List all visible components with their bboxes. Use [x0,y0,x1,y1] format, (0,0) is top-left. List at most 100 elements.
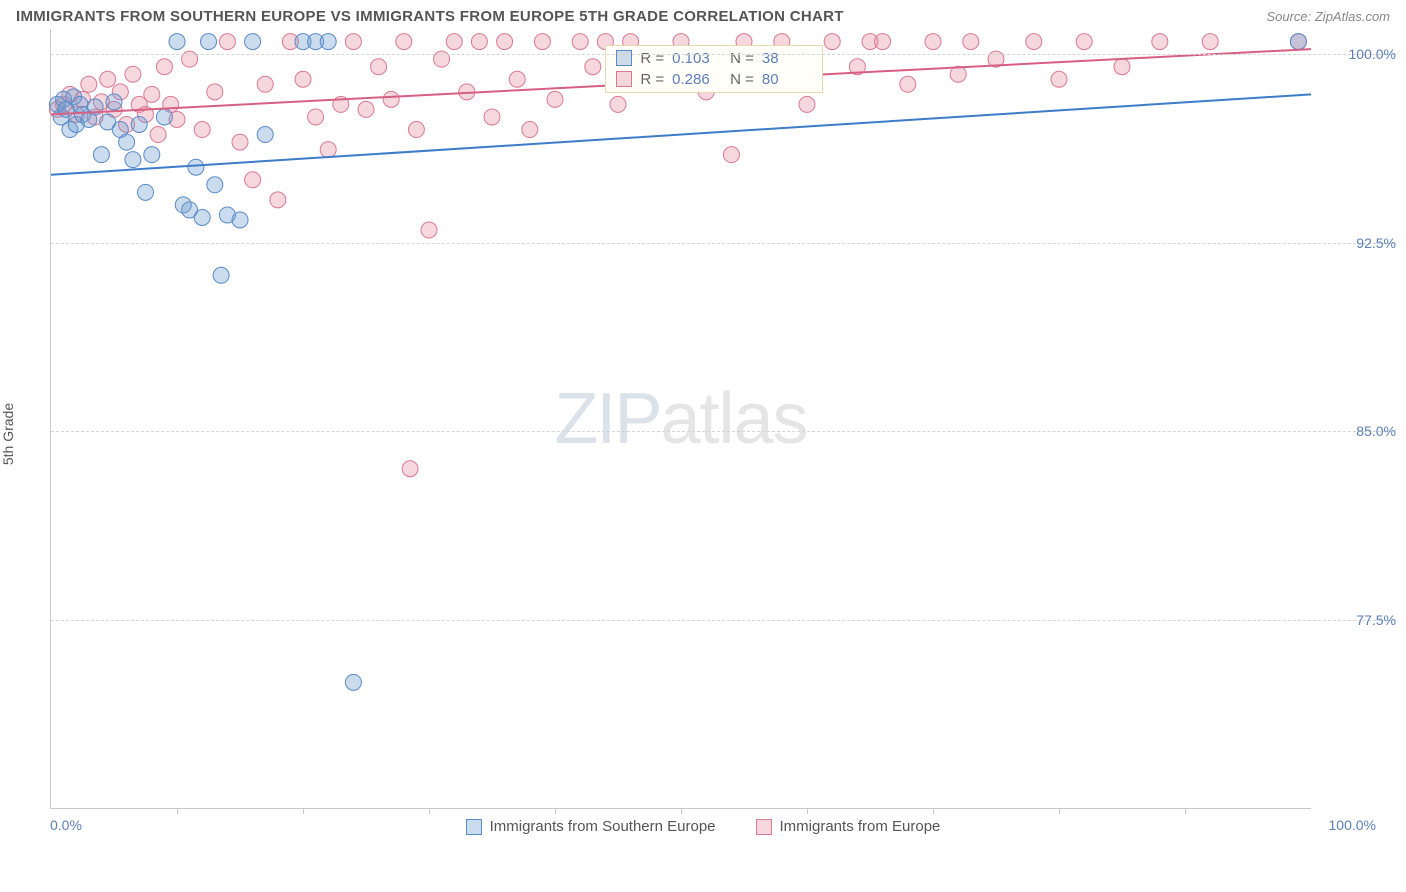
data-point [100,71,116,87]
x-tick [681,808,682,814]
data-point [169,34,185,50]
data-point [509,71,525,87]
data-point [925,34,941,50]
gridline [51,54,1396,55]
data-point [610,96,626,112]
data-point [131,116,147,132]
chart-header: IMMIGRANTS FROM SOUTHERN EUROPE VS IMMIG… [0,0,1406,29]
x-tick [807,808,808,814]
n-label: N = [730,71,754,88]
x-tick [933,808,934,814]
data-point [156,59,172,75]
data-point [383,91,399,107]
data-point [1076,34,1092,50]
legend-swatch [466,819,482,835]
data-point [1290,34,1306,50]
data-point [201,34,217,50]
data-point [547,91,563,107]
correlation-legend: R = 0.103 N = 38R = 0.286 N = 80 [605,45,823,93]
data-point [219,34,235,50]
n-label: N = [730,50,754,67]
data-point [446,34,462,50]
data-point [232,212,248,228]
data-point [824,34,840,50]
series-legend: Immigrants from Southern Europe Immigrant… [0,818,1406,835]
x-tick [177,808,178,814]
correlation-row: R = 0.286 N = 80 [616,69,812,90]
data-point [270,192,286,208]
data-point [150,127,166,143]
data-point [81,76,97,92]
gridline [51,431,1396,432]
chart-title: IMMIGRANTS FROM SOUTHERN EUROPE VS IMMIG… [16,8,844,25]
r-label: R = [640,50,664,67]
n-value: 80 [762,71,812,88]
legend-swatch [756,819,772,835]
legend-item: Immigrants from Southern Europe [466,818,716,835]
chart-area: 5th Grade ZIPatlas R = 0.103 N = 38R = 0… [0,29,1406,839]
data-point [194,122,210,138]
data-point [900,76,916,92]
data-point [371,59,387,75]
gridline [51,243,1396,244]
plot-svg [51,29,1311,808]
data-point [156,109,172,125]
data-point [144,86,160,102]
data-point [497,34,513,50]
data-point [308,109,324,125]
data-point [320,142,336,158]
r-label: R = [640,71,664,88]
data-point [723,147,739,163]
data-point [585,59,601,75]
data-point [194,209,210,225]
legend-swatch [616,71,632,87]
data-point [471,34,487,50]
data-point [345,674,361,690]
x-tick [1059,808,1060,814]
data-point [245,172,261,188]
data-point [963,34,979,50]
legend-swatch [616,50,632,66]
x-tick [1185,808,1186,814]
data-point [144,147,160,163]
data-point [408,122,424,138]
correlation-row: R = 0.103 N = 38 [616,48,812,69]
x-tick [429,808,430,814]
data-point [188,159,204,175]
data-point [484,109,500,125]
data-point [245,34,261,50]
data-point [572,34,588,50]
y-axis-label: 5th Grade [0,403,16,465]
plot-region: ZIPatlas R = 0.103 N = 38R = 0.286 N = 8… [50,29,1311,809]
data-point [125,66,141,82]
data-point [207,177,223,193]
data-point [106,94,122,110]
legend-label: Immigrants from Southern Europe [490,818,716,835]
chart-source: Source: ZipAtlas.com [1266,9,1390,24]
r-value: 0.103 [672,50,722,67]
data-point [1114,59,1130,75]
y-tick-label: 85.0% [1318,423,1396,439]
data-point [799,96,815,112]
data-point [1051,71,1067,87]
data-point [345,34,361,50]
r-value: 0.286 [672,71,722,88]
data-point [522,122,538,138]
data-point [1202,34,1218,50]
data-point [138,184,154,200]
data-point [320,34,336,50]
data-point [93,147,109,163]
data-point [213,267,229,283]
x-tick [555,808,556,814]
data-point [534,34,550,50]
data-point [396,34,412,50]
data-point [257,76,273,92]
y-tick-label: 92.5% [1318,235,1396,251]
y-tick-label: 100.0% [1318,46,1396,62]
data-point [358,101,374,117]
gridline [51,620,1396,621]
data-point [207,84,223,100]
n-value: 38 [762,50,812,67]
data-point [232,134,248,150]
legend-item: Immigrants from Europe [756,818,941,835]
